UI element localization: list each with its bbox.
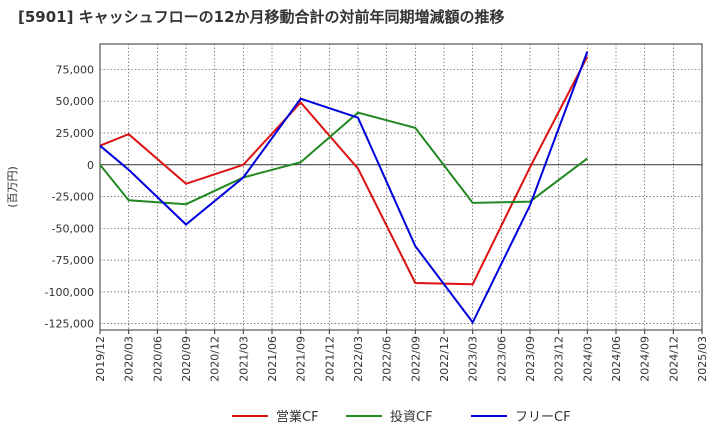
x-tick-label: 2024/03 <box>581 336 594 382</box>
x-tick-label: 2021/03 <box>237 336 250 382</box>
series-line <box>99 111 588 206</box>
x-tick-label: 2022/09 <box>409 336 422 382</box>
legend-label: フリーCF <box>515 410 571 425</box>
chart-title: [5901] キャッシュフローの12か月移動合計の対前年同期増減額の推移 <box>18 8 505 26</box>
x-tick-label: 2023/03 <box>467 336 480 382</box>
x-tick-label: 2024/06 <box>610 336 623 382</box>
x-tick-label: 2021/09 <box>295 336 308 382</box>
x-tick-label: 2019/12 <box>94 336 107 382</box>
x-tick-label: 2021/12 <box>323 336 336 382</box>
x-tick-label: 2023/12 <box>553 336 566 382</box>
y-tick-label: -75,000 <box>52 254 94 267</box>
y-axis-label: (百万円) <box>6 166 19 208</box>
y-tick-label: 75,000 <box>56 63 95 76</box>
x-tick-label: 2023/06 <box>495 336 508 382</box>
series-line <box>99 51 589 325</box>
y-tick-label: -100,000 <box>45 286 94 299</box>
y-tick-label: 50,000 <box>56 95 95 108</box>
legend-label: 投資CF <box>390 409 433 425</box>
axes: 75,000 50,000 25,000 0 -25,000 -50,000 -75,000… <box>6 63 709 381</box>
x-tick-label: 2020/03 <box>123 336 136 382</box>
legend-label: 営業CF <box>276 409 319 425</box>
x-tick-label: 2020/12 <box>209 336 222 382</box>
series-line <box>99 56 589 286</box>
x-tick-label: 2022/06 <box>381 336 394 382</box>
grid <box>99 43 703 331</box>
y-tick-label: -125,000 <box>45 318 94 331</box>
x-tick-label: 2021/06 <box>266 336 279 382</box>
y-tick-label: -50,000 <box>52 222 94 235</box>
x-tick-label: 2025/03 <box>696 336 709 382</box>
y-tick-label: 25,000 <box>56 127 95 140</box>
plot-area <box>99 43 703 331</box>
x-tick-label: 2023/09 <box>524 336 537 382</box>
x-tick-label: 2022/03 <box>352 336 365 382</box>
y-tick-label: -25,000 <box>52 191 94 204</box>
series-lines <box>99 51 589 325</box>
x-tick-label: 2024/12 <box>667 336 680 382</box>
legend: 営業CF 投資CF フリーCF <box>232 409 571 425</box>
x-tick-label: 2022/12 <box>438 336 451 382</box>
x-tick-label: 2020/09 <box>180 336 193 382</box>
x-tick-label: 2020/06 <box>151 336 164 382</box>
x-tick-label: 2024/09 <box>639 336 652 382</box>
y-tick-label: 0 <box>87 159 94 172</box>
